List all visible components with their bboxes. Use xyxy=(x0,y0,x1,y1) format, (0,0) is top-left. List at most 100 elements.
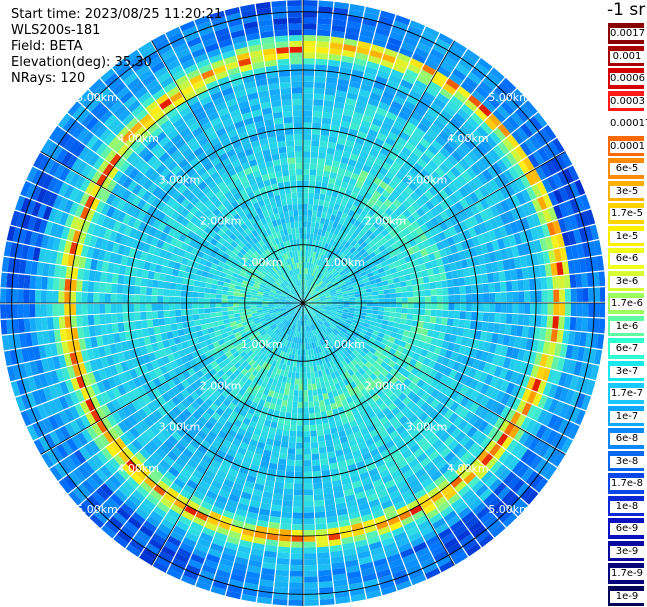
range-gate-cell xyxy=(324,159,333,167)
range-gate-cell xyxy=(410,191,420,202)
range-gate-cell xyxy=(366,272,374,278)
range-gate-cell xyxy=(244,305,251,310)
range-gate-cell xyxy=(317,272,322,279)
range-gate-cell xyxy=(310,289,315,295)
range-gate-cell xyxy=(0,272,8,288)
range-gate-cell xyxy=(494,189,506,202)
range-gate-cell xyxy=(382,284,390,290)
range-gate-cell xyxy=(328,201,335,209)
range-gate-cell xyxy=(342,151,351,159)
range-gate-cell xyxy=(448,303,455,311)
range-gate-cell xyxy=(348,253,355,260)
range-gate-cell xyxy=(314,505,325,513)
range-gate-cell xyxy=(465,285,472,294)
range-gate-cell xyxy=(328,287,335,292)
range-gate-cell xyxy=(164,324,172,333)
range-gate-cell xyxy=(407,136,419,147)
range-gate-cell xyxy=(366,173,376,182)
range-gate-cell xyxy=(205,282,212,289)
range-gate-cell xyxy=(415,226,424,236)
range-gate-cell xyxy=(319,140,328,148)
range-gate-cell xyxy=(317,280,323,286)
range-gate-cell xyxy=(304,559,317,566)
range-gate-cell xyxy=(314,500,325,507)
range-gate-cell xyxy=(303,524,315,531)
range-gate-cell xyxy=(367,303,373,307)
range-gate-cell xyxy=(383,289,390,295)
range-gate-cell xyxy=(336,223,343,231)
range-gate-cell xyxy=(303,367,307,373)
range-gate-cell xyxy=(307,286,311,293)
range-gate-cell xyxy=(357,238,365,246)
range-gate-cell xyxy=(428,80,442,93)
range-gate-cell xyxy=(17,304,24,318)
range-gate-cell xyxy=(436,114,449,126)
range-gate-cell xyxy=(298,396,303,403)
range-gate-cell xyxy=(309,274,312,281)
range-gate-cell xyxy=(418,309,426,316)
range-gate-cell xyxy=(215,303,222,308)
range-gate-cell xyxy=(343,248,350,256)
range-gate-cell xyxy=(376,132,387,142)
range-gate-cell xyxy=(312,110,323,118)
range-gate-cell xyxy=(355,180,364,189)
range-gate-cell xyxy=(414,47,429,59)
range-gate-cell xyxy=(233,303,239,307)
range-gate-cell xyxy=(372,299,379,303)
range-gate-cell xyxy=(362,114,374,124)
range-gate-cell xyxy=(69,291,77,303)
range-gate-cell xyxy=(564,288,572,302)
range-gate-cell xyxy=(325,271,331,277)
range-gate-cell xyxy=(460,81,475,94)
range-gate-cell xyxy=(344,170,353,178)
range-gate-cell xyxy=(336,275,342,281)
range-gate-cell xyxy=(303,134,312,141)
range-gate-cell xyxy=(347,229,355,237)
range-gate-cell xyxy=(563,316,571,330)
range-gate-cell xyxy=(204,308,211,314)
range-gate-cell xyxy=(364,66,378,76)
range-gate-cell xyxy=(216,311,223,317)
range-gate-cell xyxy=(459,198,470,210)
range-gate-cell xyxy=(325,281,332,286)
range-gate-cell xyxy=(333,107,344,115)
range-gate-cell xyxy=(93,292,100,303)
range-gate-cell xyxy=(227,310,234,315)
range-gate-cell xyxy=(465,311,472,320)
range-gate-cell xyxy=(315,181,322,188)
range-gate-cell xyxy=(515,145,528,160)
range-gate-cell xyxy=(407,63,422,75)
range-gate-cell xyxy=(286,377,292,384)
range-gate-cell xyxy=(367,55,382,65)
range-gate-cell xyxy=(117,274,125,285)
range-gate-cell xyxy=(342,175,351,184)
range-gate-cell xyxy=(366,309,373,314)
range-gate-cell xyxy=(432,43,448,56)
range-gate-cell xyxy=(319,217,326,225)
range-gate-cell xyxy=(358,188,367,197)
range-gate-cell xyxy=(394,58,409,69)
range-gate-cell xyxy=(440,109,453,122)
range-gate-cell xyxy=(373,228,381,237)
range-gate-cell xyxy=(530,168,542,183)
range-gate-cell xyxy=(303,413,310,420)
range-gate-cell xyxy=(490,67,505,82)
range-gate-cell xyxy=(408,90,422,101)
range-gate-cell xyxy=(52,277,60,291)
range-gate-cell xyxy=(471,129,485,143)
range-gate-cell xyxy=(390,126,402,137)
range-gate-cell xyxy=(360,296,367,300)
range-gate-cell xyxy=(322,393,329,400)
range-gate-cell xyxy=(360,120,372,129)
range-gate-cell xyxy=(537,147,550,163)
range-gate-cell xyxy=(304,273,306,280)
range-gate-cell xyxy=(449,215,459,226)
range-gate-cell xyxy=(412,244,420,253)
range-gate-cell xyxy=(372,291,379,296)
range-gate-cell xyxy=(163,303,170,311)
range-gate-cell xyxy=(382,315,390,321)
range-gate-cell xyxy=(399,131,411,142)
range-gate-cell xyxy=(532,150,545,166)
range-gate-cell xyxy=(281,399,288,407)
range-gate-cell xyxy=(332,19,347,27)
